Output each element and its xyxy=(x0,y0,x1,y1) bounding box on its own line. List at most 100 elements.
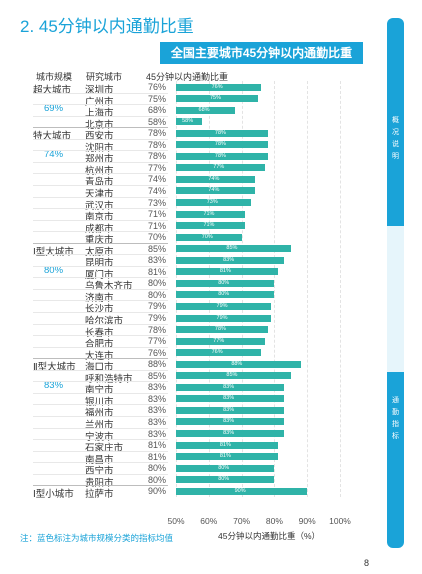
bar xyxy=(176,453,278,461)
city-percent: 78% xyxy=(148,128,167,139)
bar-data-label: 75% xyxy=(210,95,222,102)
city-label: 西宁市 xyxy=(85,466,114,478)
city-label: 昆明市 xyxy=(85,258,114,270)
city-label: 重庆市 xyxy=(85,235,114,247)
city-percent: 78% xyxy=(148,324,167,335)
city-label: 郑州市 xyxy=(85,154,114,166)
row-separator xyxy=(33,138,168,140)
bar xyxy=(176,187,255,195)
bar-data-label: 80% xyxy=(218,279,230,286)
row-separator xyxy=(33,184,168,186)
city-label: 天津市 xyxy=(85,188,114,200)
row-separator xyxy=(33,288,168,290)
bar xyxy=(176,164,265,172)
city-percent: 83% xyxy=(148,405,167,416)
bar-data-label: 83% xyxy=(223,406,235,413)
city-percent: 90% xyxy=(148,486,167,497)
x-gridline xyxy=(307,81,309,497)
sidebar-char: 明 xyxy=(392,153,399,160)
row-separator xyxy=(33,427,168,429)
city-label: 西安市 xyxy=(85,131,114,143)
bar-data-label: 85% xyxy=(226,372,238,379)
bar xyxy=(176,291,275,299)
bar xyxy=(176,337,265,345)
bar xyxy=(176,395,285,403)
sidebar-char: 勤 xyxy=(392,409,399,416)
bar-data-label: 80% xyxy=(218,476,230,483)
section-title: 2. 45分钟以内通勤比重 xyxy=(20,17,194,36)
column-header-city: 研究城市 xyxy=(86,72,123,82)
bar-data-label: 78% xyxy=(214,141,226,148)
city-percent: 88% xyxy=(148,359,167,370)
x-tick-label: 80% xyxy=(265,516,283,526)
sidebar-char: 况 xyxy=(392,129,399,136)
city-percent: 85% xyxy=(148,370,167,381)
city-label: 合肥市 xyxy=(85,339,114,351)
row-separator xyxy=(33,381,168,383)
bar xyxy=(176,268,278,276)
city-percent: 58% xyxy=(148,116,167,127)
city-percent: 83% xyxy=(148,382,167,393)
column-header-value: 45分钟以内通勤比重 xyxy=(146,72,229,82)
city-label: 深圳市 xyxy=(85,85,114,96)
city-percent: 83% xyxy=(148,393,167,404)
bar-data-label: 71% xyxy=(203,222,215,229)
city-label: 杭州市 xyxy=(85,165,114,177)
bar-data-label: 74% xyxy=(208,187,220,194)
row-separator xyxy=(33,462,168,464)
bar-data-label: 76% xyxy=(211,83,223,90)
city-label: 南京市 xyxy=(85,212,114,224)
bar xyxy=(176,383,285,391)
bar xyxy=(176,360,301,368)
bar xyxy=(176,464,275,472)
row-separator xyxy=(33,161,168,163)
bar-data-label: 78% xyxy=(214,129,226,136)
x-gridline xyxy=(340,81,341,497)
bar-data-label: 85% xyxy=(226,245,238,252)
city-percent: 74% xyxy=(148,185,167,196)
bar-data-label: 81% xyxy=(219,441,231,448)
x-gridline xyxy=(241,81,243,497)
bar xyxy=(176,222,245,230)
city-percent: 73% xyxy=(148,197,167,208)
city-label: 石家庄市 xyxy=(85,443,124,455)
city-percent: 75% xyxy=(148,93,167,104)
city-percent: 79% xyxy=(148,313,167,323)
city-percent: 79% xyxy=(148,301,167,312)
bar-data-label: 83% xyxy=(223,395,235,402)
sidebar-gap xyxy=(387,226,404,372)
bar-data-label: 83% xyxy=(223,256,235,263)
bar xyxy=(176,406,285,414)
bar xyxy=(176,152,268,160)
tier-separator xyxy=(33,485,168,487)
city-percent: 83% xyxy=(148,428,167,439)
row-separator xyxy=(33,323,168,325)
city-percent: 68% xyxy=(148,105,167,116)
tier-label: Ⅰ型小城市 xyxy=(33,489,74,501)
x-tick-label: 60% xyxy=(200,516,218,526)
city-percent: 83% xyxy=(148,255,167,266)
sidebar-char: 指 xyxy=(392,421,399,428)
row-separator xyxy=(33,92,168,94)
bar xyxy=(176,210,245,218)
city-label: 北京市 xyxy=(85,119,114,131)
row-separator xyxy=(33,346,168,348)
tier-average: 80% xyxy=(44,264,64,276)
row-separator xyxy=(33,219,168,221)
row-separator xyxy=(33,450,168,452)
x-gridline xyxy=(274,81,276,497)
row-separator xyxy=(33,115,168,117)
bar-data-label: 88% xyxy=(231,360,243,367)
bar xyxy=(176,430,285,437)
city-percent: 77% xyxy=(148,162,167,173)
row-separator xyxy=(33,150,168,152)
sidebar-char: 概 xyxy=(392,117,399,124)
city-label: 厦门市 xyxy=(85,269,114,281)
bar-data-label: 73% xyxy=(206,199,218,205)
city-percent: 80% xyxy=(148,463,167,474)
bar-data-label: 83% xyxy=(223,430,235,436)
bar-data-label: 78% xyxy=(214,326,226,333)
row-separator xyxy=(33,404,168,406)
sidebar-char: 说 xyxy=(392,141,399,148)
row-separator xyxy=(33,265,168,267)
